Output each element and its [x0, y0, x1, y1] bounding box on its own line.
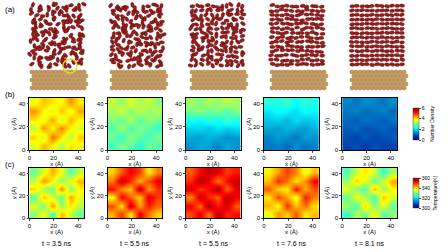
svg-text:20: 20: [175, 193, 182, 199]
svg-text:y (Å): y (Å): [324, 187, 330, 200]
svg-text:40: 40: [388, 155, 395, 161]
svg-text:y (Å): y (Å): [246, 118, 252, 131]
svg-text:t = 8.1 ns: t = 8.1 ns: [355, 240, 384, 247]
svg-text:0: 0: [178, 215, 182, 221]
svg-text:0: 0: [341, 155, 345, 161]
svg-text:320: 320: [422, 195, 431, 201]
svg-text:0: 0: [422, 137, 425, 143]
svg-text:x (Å): x (Å): [50, 229, 63, 235]
svg-text:t = 3.5 ns: t = 3.5 ns: [42, 240, 71, 247]
svg-text:x (Å): x (Å): [285, 229, 298, 235]
svg-text:y (Å): y (Å): [167, 118, 173, 131]
svg-text:20: 20: [285, 223, 292, 229]
svg-text:y (Å): y (Å): [89, 118, 95, 131]
svg-text:0: 0: [22, 147, 26, 153]
svg-text:40: 40: [231, 155, 238, 161]
svg-text:40: 40: [97, 171, 104, 177]
svg-text:40: 40: [175, 171, 182, 177]
svg-text:0: 0: [341, 223, 345, 229]
svg-text:20: 20: [332, 124, 339, 130]
svg-text:0: 0: [106, 223, 110, 229]
svg-text:6: 6: [422, 105, 425, 111]
svg-text:20: 20: [50, 155, 57, 161]
svg-text:0: 0: [106, 155, 110, 161]
svg-text:20: 20: [175, 124, 182, 130]
svg-text:20: 20: [19, 124, 26, 130]
svg-text:20: 20: [97, 124, 104, 130]
svg-text:20: 20: [207, 155, 214, 161]
svg-text:40: 40: [309, 155, 316, 161]
svg-text:y (Å): y (Å): [246, 187, 252, 200]
svg-text:0: 0: [28, 223, 32, 229]
svg-text:20: 20: [363, 223, 370, 229]
svg-text:40: 40: [309, 223, 316, 229]
svg-text:x (Å): x (Å): [285, 161, 298, 167]
svg-text:y (Å): y (Å): [11, 118, 17, 131]
svg-text:40: 40: [332, 101, 339, 107]
svg-text:4: 4: [422, 115, 425, 121]
svg-text:20: 20: [129, 223, 136, 229]
svg-text:20: 20: [253, 124, 260, 130]
svg-text:y (Å): y (Å): [89, 187, 95, 200]
svg-text:t = 5.5 ns: t = 5.5 ns: [199, 240, 228, 247]
svg-text:40: 40: [19, 101, 26, 107]
svg-text:40: 40: [175, 101, 182, 107]
svg-text:20: 20: [97, 193, 104, 199]
svg-text:40: 40: [253, 171, 260, 177]
svg-text:300: 300: [422, 205, 431, 211]
svg-text:20: 20: [332, 193, 339, 199]
svg-text:20: 20: [363, 155, 370, 161]
svg-text:0: 0: [257, 147, 261, 153]
svg-text:y (Å): y (Å): [167, 187, 173, 200]
svg-text:0: 0: [335, 147, 339, 153]
svg-text:0: 0: [335, 215, 339, 221]
svg-text:0: 0: [28, 155, 32, 161]
svg-text:20: 20: [253, 193, 260, 199]
svg-text:20: 20: [285, 155, 292, 161]
svg-text:40: 40: [153, 223, 160, 229]
svg-text:x (Å): x (Å): [207, 229, 220, 235]
svg-text:40: 40: [231, 223, 238, 229]
svg-text:2: 2: [422, 126, 425, 132]
svg-text:360: 360: [422, 175, 431, 181]
svg-text:40: 40: [153, 155, 160, 161]
svg-text:Temperature(K): Temperature(K): [432, 175, 438, 210]
svg-text:x (Å): x (Å): [129, 161, 142, 167]
svg-text:40: 40: [75, 155, 82, 161]
svg-text:x (Å): x (Å): [363, 229, 376, 235]
svg-text:y (Å): y (Å): [11, 187, 17, 200]
svg-text:0: 0: [184, 223, 188, 229]
svg-text:t = 7.6 ns: t = 7.6 ns: [277, 240, 306, 247]
svg-text:x (Å): x (Å): [207, 161, 220, 167]
svg-text:0: 0: [100, 215, 104, 221]
svg-text:0: 0: [262, 155, 266, 161]
svg-text:0: 0: [184, 155, 188, 161]
svg-text:40: 40: [332, 171, 339, 177]
svg-text:20: 20: [129, 155, 136, 161]
svg-text:0: 0: [257, 215, 261, 221]
svg-text:0: 0: [262, 223, 266, 229]
svg-text:(b): (b): [5, 90, 15, 99]
svg-text:Number Density: Number Density: [429, 106, 435, 142]
svg-text:y (Å): y (Å): [324, 118, 330, 131]
svg-text:x (Å): x (Å): [50, 161, 63, 167]
svg-text:40: 40: [97, 101, 104, 107]
svg-text:x (Å): x (Å): [363, 161, 376, 167]
svg-text:0: 0: [22, 215, 26, 221]
svg-text:20: 20: [50, 223, 57, 229]
svg-text:(a): (a): [5, 5, 15, 14]
svg-text:40: 40: [19, 171, 26, 177]
svg-text:0: 0: [178, 147, 182, 153]
svg-text:340: 340: [422, 185, 431, 191]
svg-text:20: 20: [207, 223, 214, 229]
svg-text:(c): (c): [5, 160, 15, 169]
svg-text:40: 40: [388, 223, 395, 229]
svg-text:x (Å): x (Å): [129, 229, 142, 235]
svg-text:40: 40: [253, 101, 260, 107]
svg-text:t = 5.5 ns: t = 5.5 ns: [120, 240, 149, 247]
svg-text:0: 0: [100, 147, 104, 153]
svg-text:20: 20: [19, 193, 26, 199]
svg-text:40: 40: [75, 223, 82, 229]
